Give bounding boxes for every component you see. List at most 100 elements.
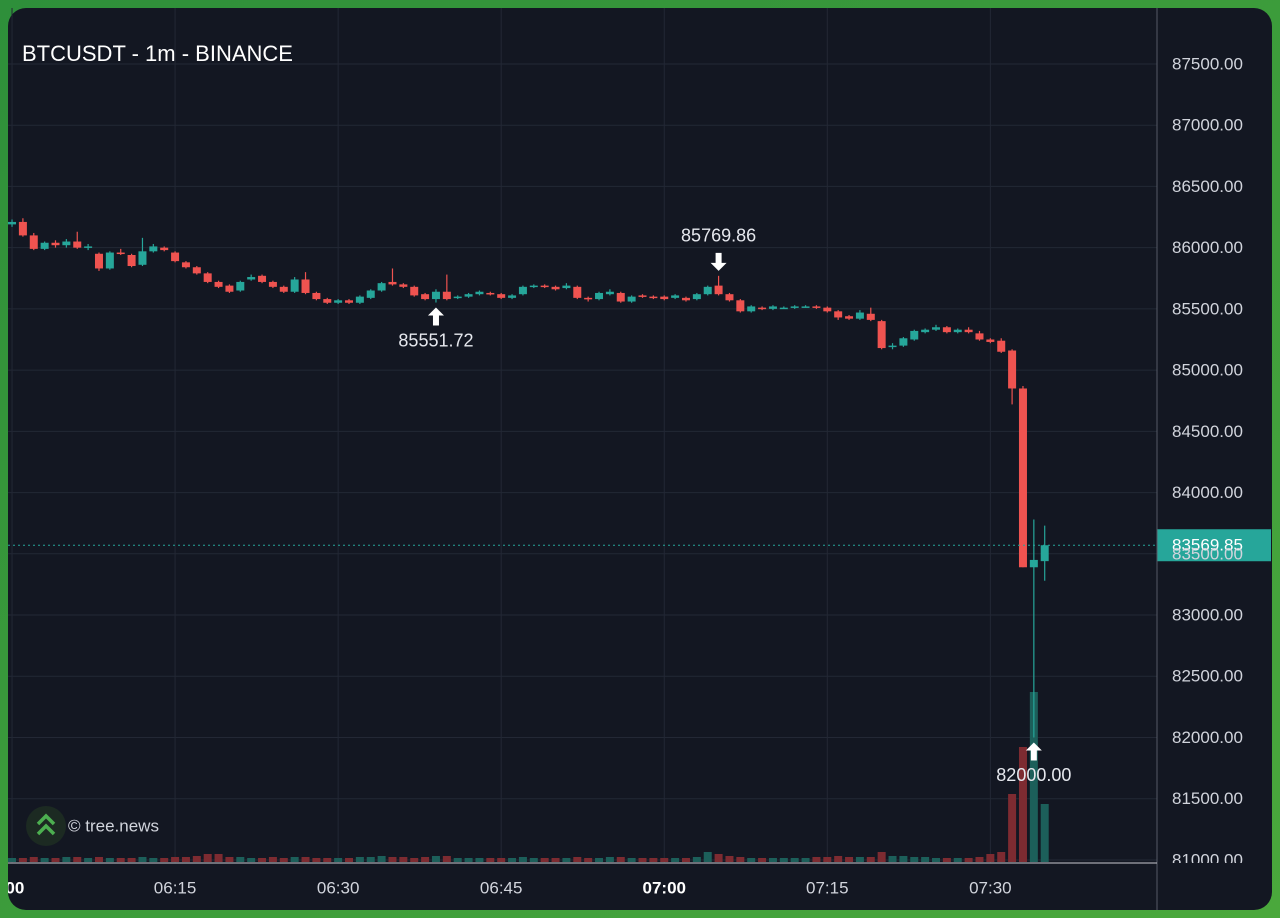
annotation-arrow [1025,742,1042,761]
candle-body [932,327,941,330]
y-tick-label: 82000.00 [1172,728,1243,747]
candle-body [105,252,114,269]
volume-bar [812,857,821,862]
volume-bar [334,858,343,862]
y-tick-label: 83000.00 [1172,606,1243,625]
volume-bar [410,858,419,862]
candle-body [51,242,60,246]
volume-bar [464,858,473,862]
candle-body [236,281,245,291]
candle-body [334,300,343,303]
volume-bar [747,858,756,862]
candle-body [192,267,201,274]
candle-body [529,285,538,288]
volume-bar [877,852,886,862]
volume-bar [160,858,169,862]
watermark: © tree.news [68,816,159,835]
last-price-label: 83569.85 [1172,536,1243,555]
candle-body [899,338,908,346]
x-tick-label: 07:00 [643,878,686,897]
volume-bar [703,852,712,862]
volume-bar [823,857,832,862]
candle-body [301,279,310,293]
logo-mark [36,813,56,836]
candle-body [323,299,332,303]
volume-bar [421,857,430,862]
volume-bar [345,858,354,862]
candle-body [540,285,549,288]
volume-bar [671,858,680,862]
volume-bar [301,857,310,862]
volume-bar [508,858,517,862]
candle-body [1008,350,1017,389]
candle-body [953,329,962,333]
candle-body [29,235,38,249]
candle-body [116,252,125,255]
candle-body [8,221,17,225]
volume-bar [562,858,571,862]
y-tick-label: 82500.00 [1172,667,1243,686]
volume-bar [1029,692,1038,862]
y-tick-label: 86000.00 [1172,238,1243,257]
candle-body [595,292,604,300]
candle-body [942,327,951,333]
volume-bar [845,857,854,862]
volume-bar [127,858,136,862]
volume-bar [214,854,223,862]
candle-body [355,296,364,303]
candle-body [747,306,756,312]
x-tick-label: 06:15 [154,878,197,897]
volume-bar [258,858,267,862]
volume-bar [105,858,114,862]
candle-body [660,296,669,300]
volume-bar [431,856,440,862]
volume-bar [736,857,745,862]
candle-body [268,281,277,287]
candle-body [203,273,212,282]
volume-bar [801,858,810,862]
y-tick-label: 83500.00 [1172,544,1243,563]
candle-body [714,285,723,295]
volume-bar [181,857,190,862]
volume-bar [323,858,332,862]
annotation-arrow [710,252,727,271]
volume-bar [997,852,1006,862]
candle-body [877,321,886,349]
volume-bar [638,858,647,862]
volume-bar [1008,794,1017,862]
y-tick-label: 81000.00 [1172,850,1243,869]
volume-bar [964,858,973,862]
volume-bar [51,858,60,862]
y-tick-label: 86500.00 [1172,177,1243,196]
volume-bar [475,858,484,862]
volume-bar [932,858,941,862]
volume-bar [149,858,158,862]
candle-body [986,339,995,342]
candle-body [638,295,647,297]
volume-bar [1018,747,1027,862]
candle-body [584,297,593,300]
volume-bar [725,856,734,862]
volume-bar [312,858,321,862]
candle-body [345,300,354,303]
volume-bar [29,857,38,862]
candle-body [1029,559,1038,568]
volume-bar [834,856,843,862]
volume-bar [203,854,212,862]
last-price-box [1157,529,1271,562]
volume-bar [279,858,288,862]
candle-body [410,286,419,296]
candle-body [62,241,71,246]
volume-bar [681,858,690,862]
volume-bar [986,854,995,862]
volume-bar [540,858,549,862]
volume-bar [138,857,147,862]
volume-bar [953,858,962,862]
candle-body [279,286,288,292]
candle-body [649,296,658,299]
panel [8,8,1272,910]
volume-bar [268,857,277,862]
candle-body [214,281,223,287]
volume-bar [595,858,604,862]
annotation-label: 85551.72 [398,330,473,350]
